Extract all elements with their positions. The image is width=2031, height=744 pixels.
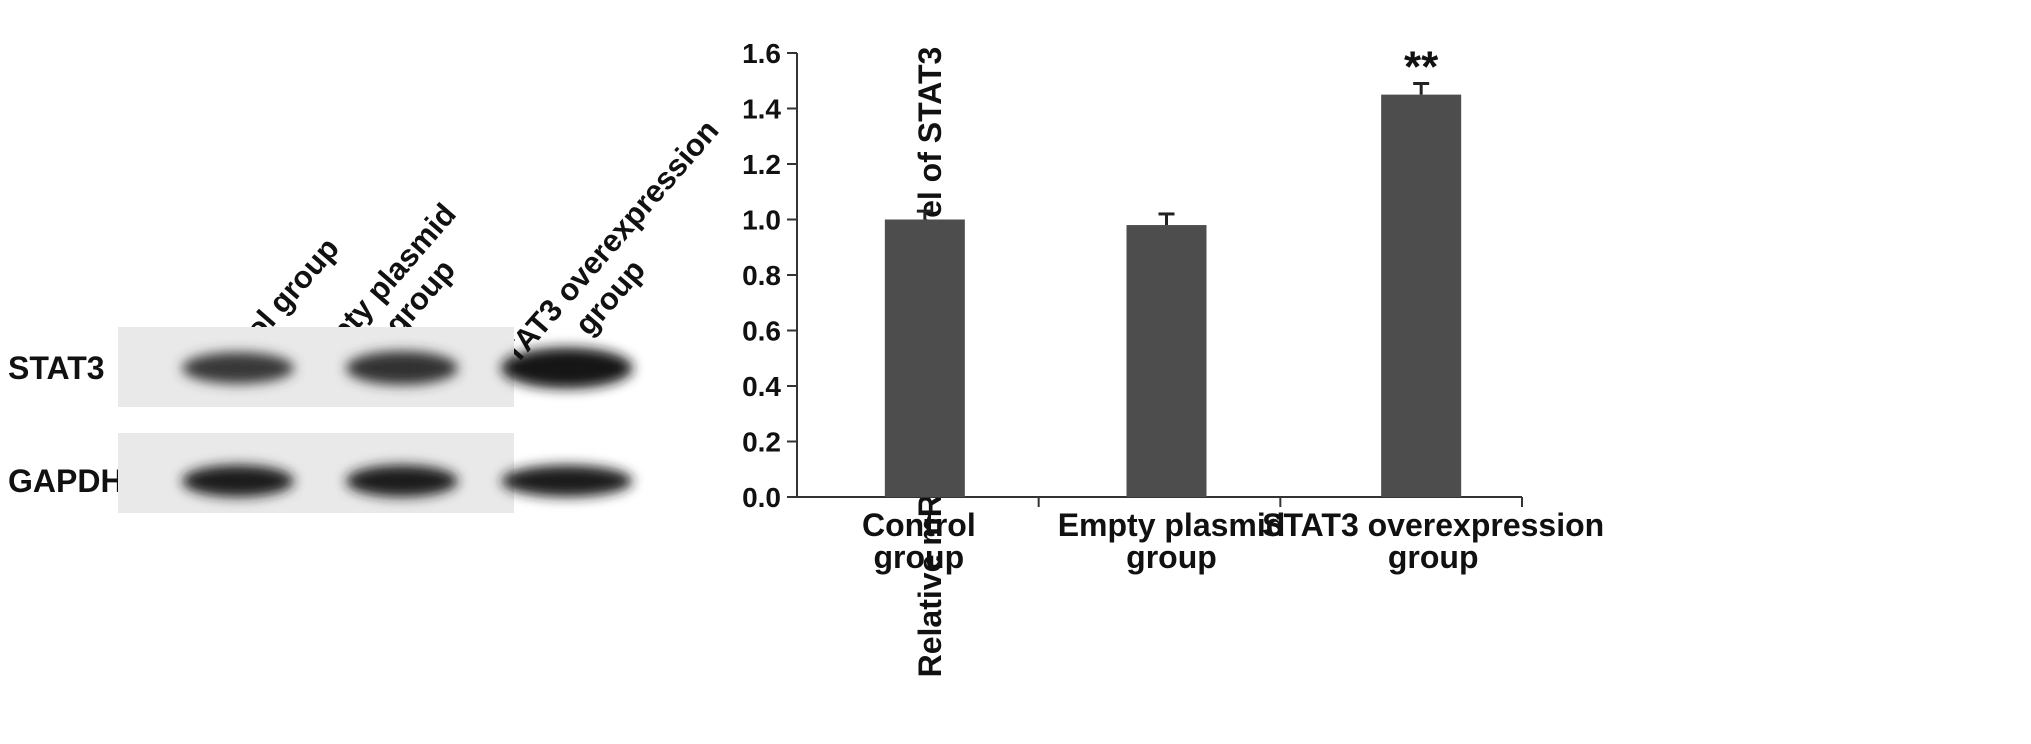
y-tick-label: 0.4	[742, 371, 781, 402]
y-tick-label: 0.2	[742, 427, 781, 458]
y-tick-label: 0.8	[742, 260, 781, 291]
blot-membrane	[118, 433, 514, 513]
bar-1	[884, 219, 965, 497]
blot-row-gapdh: GAPDH	[8, 433, 633, 513]
band-gapdh-lane-2	[346, 465, 458, 497]
y-tick-label: 1.2	[742, 149, 781, 180]
y-tick-label: 0.6	[742, 316, 781, 347]
band-stat3-lane-1	[182, 352, 294, 384]
y-tick-label: 0.0	[742, 482, 781, 513]
bar-2	[1126, 225, 1207, 498]
band-stat3-lane-2	[346, 351, 458, 385]
blot-row-label: STAT3	[8, 350, 105, 386]
x-category-label: group	[874, 539, 965, 575]
y-tick-label: 1.4	[742, 94, 781, 125]
blot-row-stat3: STAT3	[8, 327, 633, 407]
y-tick-label: 1.6	[742, 38, 781, 69]
x-category-label: Control	[862, 507, 976, 543]
x-category-label: group	[1388, 539, 1479, 575]
x-category-label: STAT3 overexpression	[1262, 507, 1604, 543]
x-category-label: group	[1126, 539, 1217, 575]
x-category-label: Empty plasmid	[1058, 507, 1286, 543]
y-tick-label: 1.0	[742, 205, 781, 236]
bar-chart-panel: Relative mRNA expression level of STAT3 …	[742, 38, 1604, 677]
significance-marker: **	[1404, 43, 1439, 92]
band-gapdh-lane-3	[501, 465, 633, 497]
band-stat3-lane-3	[501, 347, 633, 389]
chart-plot-area: 0.00.20.40.60.81.01.21.41.6ControlgroupE…	[742, 38, 1604, 575]
band-gapdh-lane-1	[182, 465, 294, 497]
bar-3	[1381, 94, 1462, 497]
blot-rows: STAT3 GAPDH	[8, 327, 633, 513]
blot-row-label: GAPDH	[8, 463, 124, 499]
